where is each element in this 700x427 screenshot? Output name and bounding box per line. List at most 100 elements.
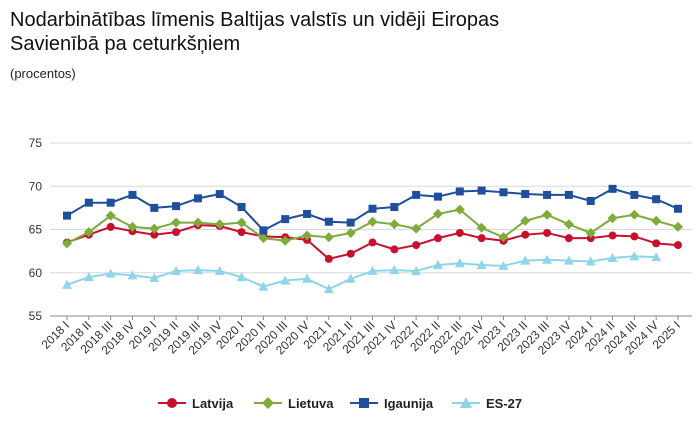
data-point	[237, 228, 246, 237]
data-point	[193, 194, 202, 203]
data-point	[62, 279, 72, 289]
data-point	[150, 203, 159, 212]
data-point	[303, 209, 312, 218]
data-point	[460, 397, 472, 408]
data-point	[280, 235, 291, 246]
data-point	[346, 249, 355, 258]
y-tick-label: 65	[29, 223, 43, 237]
data-point	[106, 198, 115, 207]
data-point	[433, 192, 442, 201]
data-point	[563, 255, 574, 265]
data-point	[432, 208, 443, 219]
data-point	[192, 217, 203, 228]
data-point	[477, 186, 486, 195]
data-point	[345, 227, 356, 238]
data-point	[150, 230, 159, 239]
data-point	[214, 266, 225, 276]
data-point	[368, 204, 377, 213]
data-point	[630, 190, 639, 199]
data-point	[323, 232, 334, 243]
y-tick-label: 55	[29, 309, 43, 323]
data-point	[63, 211, 71, 220]
data-point	[389, 265, 400, 275]
data-point	[499, 188, 508, 197]
data-point	[368, 238, 377, 247]
data-point	[302, 230, 313, 241]
y-tick-label: 70	[29, 179, 43, 193]
data-point	[607, 213, 618, 224]
data-point	[498, 232, 509, 243]
data-point	[674, 241, 682, 250]
data-point	[172, 202, 181, 211]
data-point	[167, 398, 177, 408]
data-point	[455, 187, 464, 196]
data-point	[563, 219, 574, 230]
data-point	[149, 223, 160, 234]
data-point	[280, 275, 291, 285]
data-point	[258, 233, 269, 244]
data-point	[651, 215, 662, 226]
series-line-es-27	[66, 255, 657, 291]
data-point	[411, 266, 422, 276]
data-point	[359, 398, 369, 408]
data-point	[608, 231, 617, 240]
data-point	[128, 190, 137, 199]
data-point	[586, 234, 595, 243]
data-point	[607, 253, 618, 263]
data-point	[83, 227, 94, 238]
data-point	[564, 234, 573, 243]
data-point	[259, 226, 268, 235]
data-point	[258, 281, 269, 291]
data-point	[477, 234, 486, 243]
data-point	[476, 222, 487, 233]
data-point	[345, 273, 356, 283]
legend-label-igaunija: Igaunija	[384, 396, 434, 411]
data-point	[542, 209, 553, 220]
data-point	[543, 190, 552, 199]
data-point	[214, 219, 225, 230]
data-point	[171, 266, 182, 276]
data-point	[106, 222, 115, 231]
chart-subtitle: (procentos)	[10, 66, 76, 81]
data-point	[390, 203, 399, 212]
data-point	[105, 268, 116, 278]
data-point	[521, 230, 530, 239]
data-point	[127, 270, 138, 280]
data-point	[389, 219, 400, 230]
data-point	[498, 260, 509, 270]
data-point	[215, 190, 224, 199]
data-point	[62, 238, 72, 249]
data-point	[324, 217, 333, 226]
data-point	[585, 256, 596, 266]
data-point	[455, 228, 464, 237]
legend-label-latvija: Latvija	[192, 396, 234, 411]
data-point	[543, 228, 552, 237]
data-point	[324, 254, 333, 263]
data-point	[367, 216, 378, 227]
data-point	[674, 204, 682, 213]
data-point	[367, 266, 378, 276]
data-point	[83, 272, 94, 282]
y-tick-label: 75	[29, 136, 43, 150]
data-point	[608, 184, 617, 193]
data-point	[323, 284, 334, 294]
y-tick-label: 60	[29, 266, 43, 280]
data-point	[521, 190, 530, 199]
data-point	[172, 228, 181, 237]
chart-title: Nodarbinātības līmenis Baltijas valstīs …	[10, 9, 500, 55]
data-point	[346, 218, 355, 227]
data-point	[390, 245, 399, 254]
data-point	[236, 217, 247, 228]
data-point	[652, 239, 661, 248]
data-point	[651, 252, 662, 262]
data-point	[84, 198, 93, 207]
data-point	[630, 232, 639, 241]
data-point	[520, 255, 531, 265]
data-point	[302, 273, 313, 283]
data-point	[411, 223, 422, 234]
data-point	[412, 190, 421, 199]
data-point	[412, 241, 421, 250]
data-point	[127, 221, 138, 232]
data-point	[149, 272, 160, 282]
